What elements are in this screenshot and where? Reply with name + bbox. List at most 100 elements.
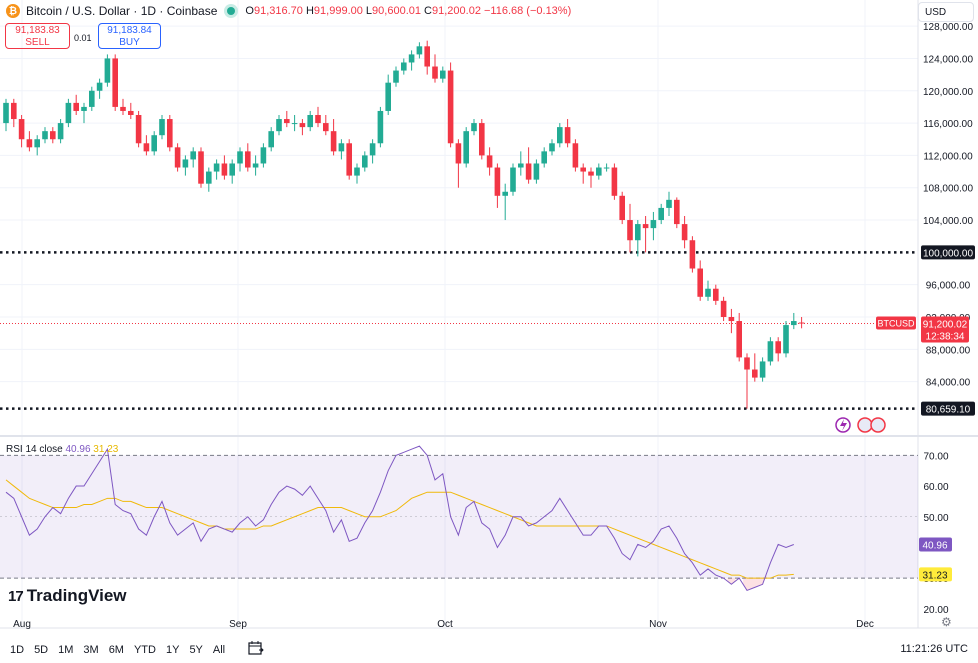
buy-button[interactable]: 91,183.84 BUY (98, 23, 161, 49)
spread-value: 0.01 (74, 33, 92, 43)
candle-body (596, 167, 602, 176)
candle-body (128, 110, 134, 115)
gear-icon[interactable]: ⚙ (941, 615, 952, 629)
candle-body (744, 357, 750, 370)
candle-body (713, 288, 719, 301)
candle-body (65, 102, 72, 124)
candle-body (440, 70, 446, 79)
rsi-value: 40.96 (65, 444, 91, 455)
tradingview-logo[interactable]: 17 TradingView (8, 586, 127, 606)
candle-body (42, 131, 48, 140)
time-axis: Aug Sep Oct Nov Dec (13, 619, 874, 630)
symbol-title[interactable]: Bitcoin / U.S. Dollar · 1D · Coinbase (26, 4, 218, 18)
range-5d[interactable]: 5D (34, 643, 49, 656)
candle-body (611, 167, 618, 196)
rsi-title: RSI 14 close (6, 444, 63, 455)
candle-body (447, 70, 454, 144)
candle-body (167, 119, 173, 148)
bitcoin-logo-icon: ₿ (6, 4, 20, 18)
price-scale-label: 96,000.00 (926, 281, 971, 292)
price-scale-label: 104,000.00 (923, 216, 973, 227)
us-flag-event-icon (870, 417, 886, 433)
price-scale-label: 80,659.10 (926, 405, 971, 416)
candle-body (385, 82, 391, 111)
range-5y[interactable]: 5Y (189, 643, 203, 656)
candles (3, 40, 805, 409)
candle-body (681, 224, 688, 241)
candle-body (198, 151, 204, 184)
candle-body (104, 58, 111, 83)
candle-body (455, 143, 462, 164)
candle-body (541, 151, 547, 164)
candle-body (34, 139, 40, 148)
candle-body (783, 325, 789, 354)
candle-body (471, 123, 477, 132)
price-scale-label: 128,000.00 (923, 22, 973, 33)
candle-body (486, 155, 493, 168)
candle-body (229, 163, 235, 176)
candle-body (775, 341, 781, 354)
range-all[interactable]: All (212, 643, 226, 656)
candle-body (549, 143, 555, 152)
bottom-toolbar: 1D 5D 1M 3M 6M YTD 1Y 5Y All 11:21:26 UT… (0, 636, 978, 663)
range-6m[interactable]: 6M (108, 643, 124, 656)
range-1y[interactable]: 1Y (165, 643, 180, 656)
currency-selector[interactable]: USD (918, 2, 974, 22)
candle-body (494, 167, 501, 196)
candle-body (689, 240, 696, 269)
candle-body (73, 102, 79, 111)
candle-body (533, 163, 540, 180)
rsi-ma-value: 31.23 (93, 444, 119, 455)
candle-body (369, 143, 376, 156)
candle-body (525, 163, 532, 180)
candle-body (120, 106, 126, 111)
candle-body (463, 131, 469, 164)
candle-body (26, 139, 33, 148)
range-1m[interactable]: 1M (58, 643, 74, 656)
rsi-ma-badge-bg (919, 567, 952, 582)
candle-body (720, 300, 727, 317)
candle-body (362, 155, 368, 168)
candle-body (245, 151, 251, 168)
rsi-ma-badge: 31.23 (922, 570, 947, 581)
candle-body (299, 123, 306, 128)
buy-price: 91,183.84 (107, 25, 152, 36)
sell-price: 91,183.83 (15, 25, 60, 36)
candle-body (50, 131, 56, 140)
candle-body (666, 199, 672, 208)
current-price-bg (921, 316, 969, 343)
price-scale-label: 108,000.00 (923, 184, 973, 195)
candle-body (213, 163, 220, 172)
candle-body (728, 317, 735, 322)
range-3m[interactable]: 3M (83, 643, 99, 656)
utc-clock[interactable]: 11:21:26 UTC (900, 643, 968, 655)
candle-body (3, 102, 9, 124)
rsi-value-badge: 40.96 (922, 541, 947, 552)
event-icons (835, 417, 886, 433)
candle-body (635, 224, 641, 241)
range-1d[interactable]: 1D (10, 643, 25, 656)
candle-body (518, 163, 524, 168)
candle-body (603, 167, 610, 169)
price-label-bg (921, 401, 975, 416)
candle-body (510, 167, 516, 192)
candle-body (284, 119, 290, 124)
rsi-legend[interactable]: RSI 14 close 40.96 31.23 (6, 444, 118, 455)
range-ytd[interactable]: YTD (133, 643, 156, 656)
candle-body (572, 143, 579, 168)
time-axis-label: Nov (649, 619, 667, 630)
lightning-bolt-icon (840, 419, 847, 431)
candle-body (377, 110, 384, 144)
candle-body (276, 119, 282, 132)
sell-button[interactable]: 91,183.83 SELL (5, 23, 70, 49)
candle-body (736, 321, 742, 358)
candle-body (705, 288, 711, 297)
symbol-legend[interactable]: ₿ Bitcoin / U.S. Dollar · 1D · Coinbase … (6, 4, 571, 18)
candle-body (627, 220, 633, 241)
candle-body (323, 123, 329, 132)
candle-body (674, 199, 680, 225)
calendar-range-icon[interactable] (248, 641, 264, 658)
us-flag-event-icon (857, 417, 873, 433)
candle-body (354, 167, 360, 176)
